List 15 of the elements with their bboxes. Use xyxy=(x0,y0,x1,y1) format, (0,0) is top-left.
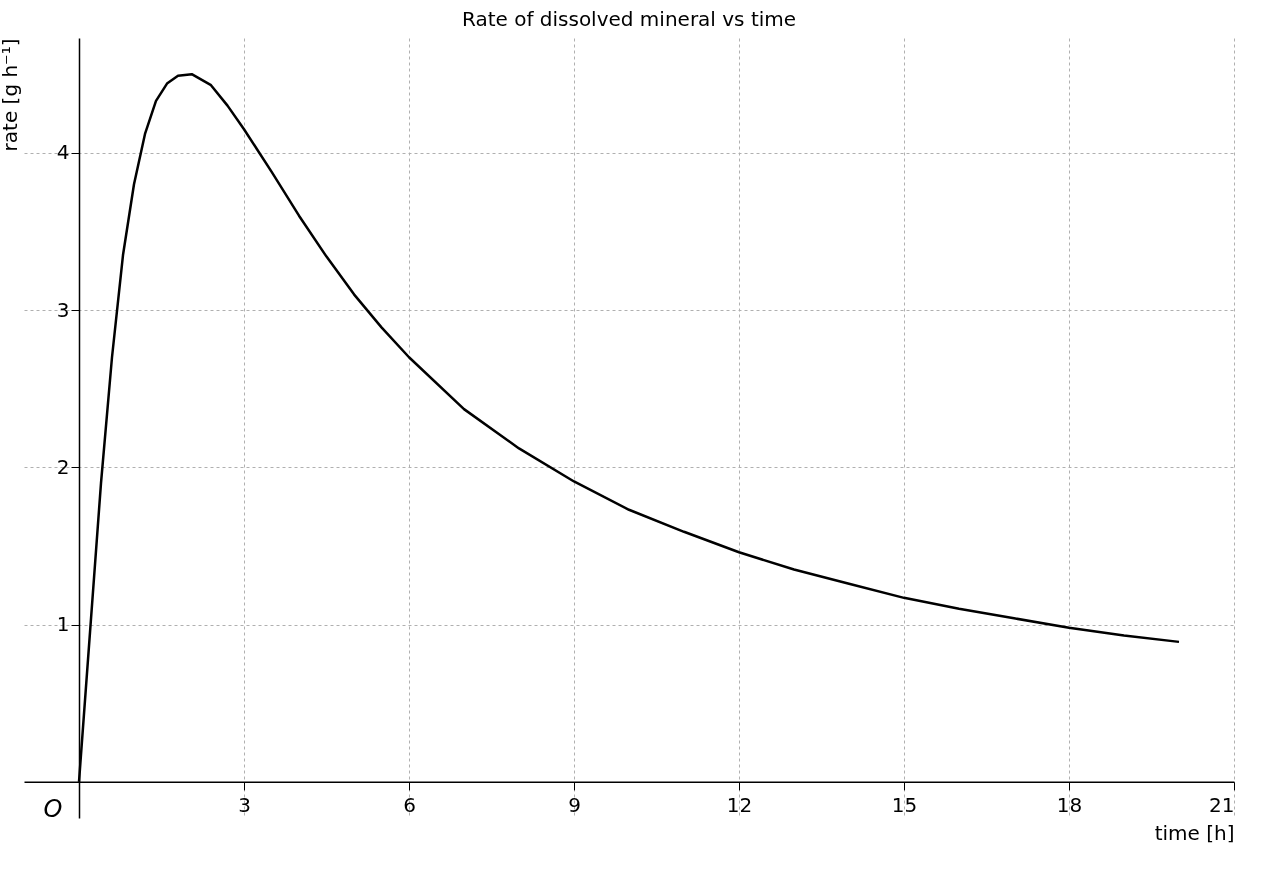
y-tick-label: 4 xyxy=(56,140,70,165)
y-tick-label: 3 xyxy=(56,297,70,322)
x-axis-title: time [h] xyxy=(1154,821,1235,846)
x-tick-label: 15 xyxy=(891,793,918,818)
y-axis-title: rate [g h⁻¹] xyxy=(0,38,22,152)
x-tick-label: 6 xyxy=(403,793,416,818)
annotation: O xyxy=(43,794,63,823)
y-tick-label: 1 xyxy=(56,612,70,637)
x-tick-label: 18 xyxy=(1056,793,1083,818)
x-tick-label: 3 xyxy=(238,793,251,818)
x-tick-label: 12 xyxy=(726,793,753,818)
x-tick-label: 9 xyxy=(568,793,581,818)
x-tick-label: 21 xyxy=(1209,793,1235,818)
y-tick-label: 2 xyxy=(56,454,70,479)
chart-title: Rate of dissolved mineral vs time xyxy=(461,7,797,31)
